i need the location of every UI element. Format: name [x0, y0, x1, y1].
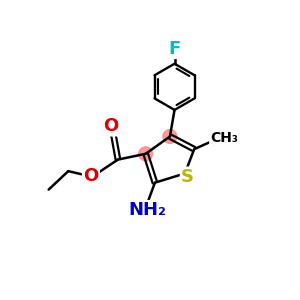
Text: CH₃: CH₃ — [210, 130, 238, 145]
Circle shape — [163, 130, 177, 143]
Text: F: F — [168, 40, 181, 58]
Text: O: O — [83, 167, 98, 185]
Text: O: O — [103, 117, 118, 135]
Text: NH₂: NH₂ — [128, 201, 166, 219]
Circle shape — [139, 147, 153, 161]
Text: S: S — [181, 168, 194, 186]
